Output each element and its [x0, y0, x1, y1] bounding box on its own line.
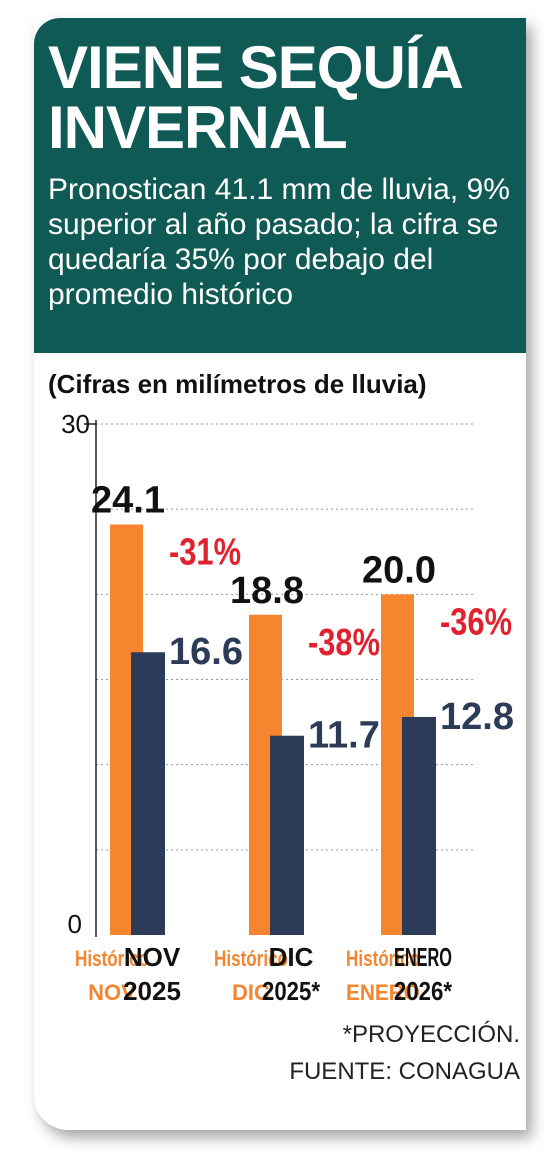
value-label-current: 16.6 — [169, 631, 243, 673]
chart-bars — [110, 524, 436, 935]
category-label-historic: NOV — [88, 980, 136, 1005]
headline-line-1: VIENE SEQUÍA — [48, 34, 464, 101]
value-label-current: 11.7 — [308, 715, 380, 757]
headline-line-2: INVERNAL — [48, 94, 348, 161]
category-label-historic: Histórico — [214, 946, 288, 971]
category-label-historic: DIC — [232, 980, 270, 1005]
category-label-current: 2025 — [123, 976, 181, 1006]
footnote-projection: *PROYECCIÓN. — [342, 1021, 520, 1048]
chart-axis: 30 0 — [61, 409, 97, 939]
category-label-historic: Histórico — [75, 946, 149, 971]
value-label-current: 12.8 — [440, 696, 514, 738]
value-label-historic: 20.0 — [362, 549, 436, 591]
category-label-current: NOV — [124, 942, 181, 972]
value-label-historic: 24.1 — [91, 479, 165, 521]
source-credit: FUENTE: CONAGUA — [289, 1058, 520, 1085]
header-panel: VIENE SEQUÍA INVERNAL Pronostican 41.1 m… — [34, 18, 526, 353]
bar-current — [131, 652, 165, 935]
category-label-current: 2026* — [394, 976, 453, 1006]
bar-current — [270, 735, 304, 935]
percent-change-label: -31% — [169, 531, 241, 573]
y-tick-label: 30 — [61, 409, 90, 439]
units-label: (Cifras en milímetros de lluvia) — [48, 369, 427, 399]
chart-labels: 24.116.6-31%HistóricoNOVNOV202518.811.7-… — [75, 479, 514, 1006]
bar-current — [402, 716, 436, 935]
percent-change-label: -36% — [440, 601, 512, 643]
category-label-historic: Histórico — [346, 946, 420, 971]
category-label-current: 2025* — [262, 976, 321, 1006]
infographic-card: VIENE SEQUÍA INVERNAL Pronostican 41.1 m… — [34, 18, 526, 1130]
y-tick-label: 0 — [68, 909, 82, 939]
category-label-current: ENERO — [394, 942, 452, 972]
headline: VIENE SEQUÍA INVERNAL — [48, 38, 518, 158]
subheadline: Pronostican 41.1 mm de lluvia, 9% superi… — [48, 173, 510, 311]
category-label-current: DIC — [269, 942, 314, 972]
category-label-historic: ENERO — [346, 980, 420, 1005]
value-label-historic: 18.8 — [230, 570, 304, 612]
percent-change-label: -38% — [308, 622, 380, 664]
